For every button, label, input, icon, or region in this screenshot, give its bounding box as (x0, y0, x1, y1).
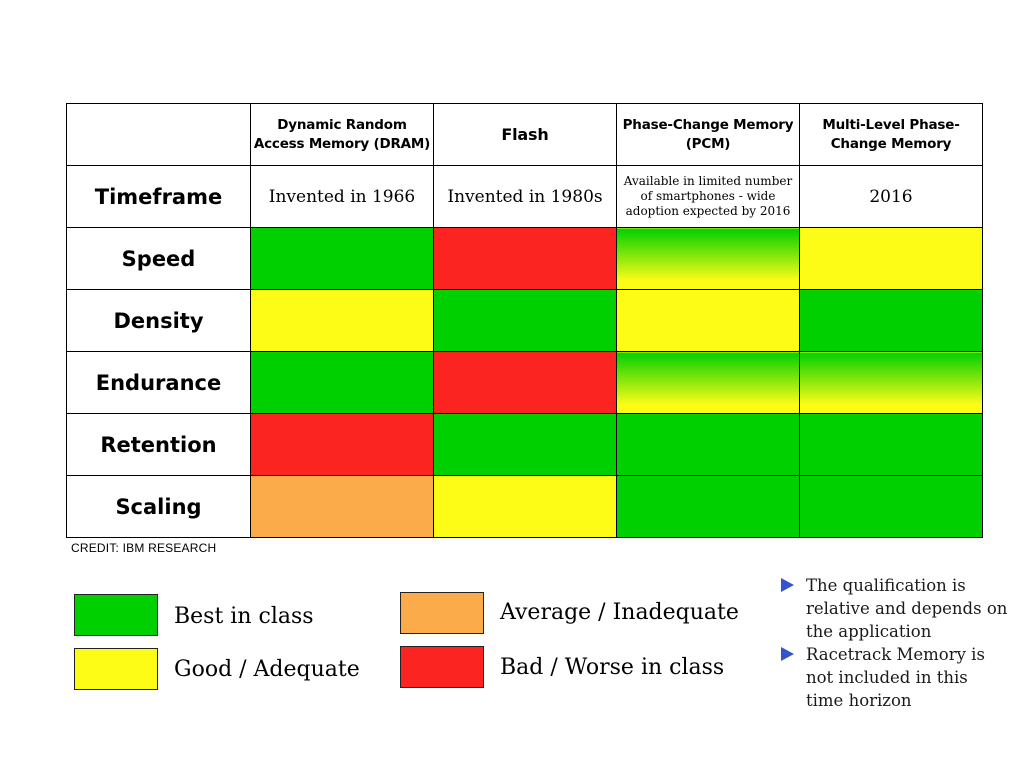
column-header-multi-level-pcm: Multi-Level Phase-Change Memory (799, 103, 983, 166)
rating-cell (799, 351, 983, 414)
header-row: Dynamic Random Access Memory (DRAM) Flas… (66, 103, 983, 166)
note-item: The qualification is relative and depend… (780, 574, 1010, 643)
legend-label-bad: Bad / Worse in class (500, 655, 725, 680)
legend-swatch-best (74, 594, 158, 636)
legend-label-average: Average / Inadequate (500, 600, 739, 625)
legend-swatch-average (400, 592, 484, 634)
rating-cell (433, 351, 617, 414)
rating-cell (433, 289, 617, 352)
rating-cell (799, 289, 983, 352)
rating-row: Scaling (66, 475, 983, 538)
rating-row: Retention (66, 413, 983, 476)
row-label-timeframe: Timeframe (66, 165, 251, 228)
legend-swatch-bad (400, 646, 484, 688)
rating-cell (616, 227, 800, 290)
memory-comparison-table: Dynamic Random Access Memory (DRAM) Flas… (66, 103, 983, 538)
notes-list: The qualification is relative and depend… (780, 574, 1010, 712)
note-item: Racetrack Memory is not included in this… (780, 643, 1010, 712)
note-text: Racetrack Memory is not included in this… (806, 645, 985, 710)
rating-cell (799, 413, 983, 476)
triangle-bullet-icon (781, 578, 794, 592)
rating-cell (433, 475, 617, 538)
column-header-dram: Dynamic Random Access Memory (DRAM) (250, 103, 434, 166)
row-label-endurance: Endurance (66, 351, 251, 414)
rating-cell (799, 227, 983, 290)
rating-cell (616, 475, 800, 538)
row-label-density: Density (66, 289, 251, 352)
legend-label-good: Good / Adequate (174, 657, 360, 682)
rating-cell (250, 227, 434, 290)
note-text: The qualification is relative and depend… (806, 576, 1008, 641)
rating-cell (616, 351, 800, 414)
timeframe-multi-level-pcm: 2016 (799, 165, 983, 228)
rating-cell (433, 227, 617, 290)
row-label-retention: Retention (66, 413, 251, 476)
rating-row: Speed (66, 227, 983, 290)
timeframe-row: Timeframe Invented in 1966 Invented in 1… (66, 165, 983, 228)
rating-cell (616, 289, 800, 352)
timeframe-pcm: Available in limited number of smartphon… (616, 165, 800, 228)
rating-cell (250, 413, 434, 476)
timeframe-flash: Invented in 1980s (433, 165, 617, 228)
rating-cell (250, 475, 434, 538)
credit-text: CREDIT: IBM RESEARCH (71, 541, 217, 555)
legend-label-best: Best in class (174, 604, 314, 629)
rating-cell (250, 289, 434, 352)
triangle-bullet-icon (781, 647, 794, 661)
legend-swatch-good (74, 648, 158, 690)
rating-cell (616, 413, 800, 476)
rating-cell (799, 475, 983, 538)
row-label-speed: Speed (66, 227, 251, 290)
row-label-scaling: Scaling (66, 475, 251, 538)
rating-row: Endurance (66, 351, 983, 414)
rating-cell (250, 351, 434, 414)
rating-cell (433, 413, 617, 476)
column-header-pcm: Phase-Change Memory (PCM) (616, 103, 800, 166)
column-header-flash: Flash (433, 103, 617, 166)
timeframe-dram: Invented in 1966 (250, 165, 434, 228)
rating-row: Density (66, 289, 983, 352)
corner-cell (66, 103, 251, 166)
